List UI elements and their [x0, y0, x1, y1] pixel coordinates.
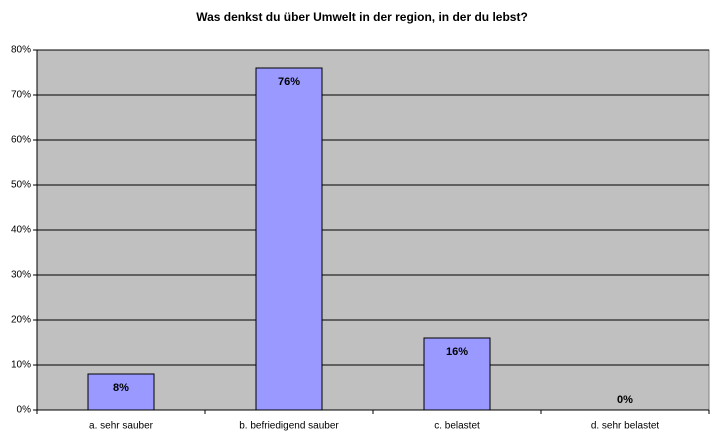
value-label: 76%	[278, 76, 300, 88]
x-tick-label: c. belastet	[434, 421, 480, 432]
value-label: 8%	[113, 382, 129, 394]
value-label: 16%	[446, 346, 468, 358]
y-tick-label: 70%	[11, 90, 31, 101]
y-tick-label: 60%	[11, 135, 31, 146]
x-tick-label: a. sehr sauber	[89, 421, 154, 432]
y-tick-label: 0%	[17, 405, 32, 416]
y-tick-label: 30%	[11, 270, 31, 281]
chart-title: Was denkst du über Umwelt in der region,…	[196, 10, 528, 24]
value-label: 0%	[617, 394, 633, 406]
bar	[255, 67, 323, 411]
y-tick-label: 20%	[11, 315, 31, 326]
y-tick-label: 40%	[11, 225, 31, 236]
y-tick-label: 80%	[11, 45, 31, 56]
x-tick-label: d. sehr belastet	[591, 421, 660, 432]
y-tick-label: 50%	[11, 180, 31, 191]
x-tick-label: b. befriedigend sauber	[239, 421, 339, 432]
bar	[423, 337, 491, 411]
y-tick-label: 10%	[11, 360, 31, 371]
bar	[87, 373, 155, 411]
